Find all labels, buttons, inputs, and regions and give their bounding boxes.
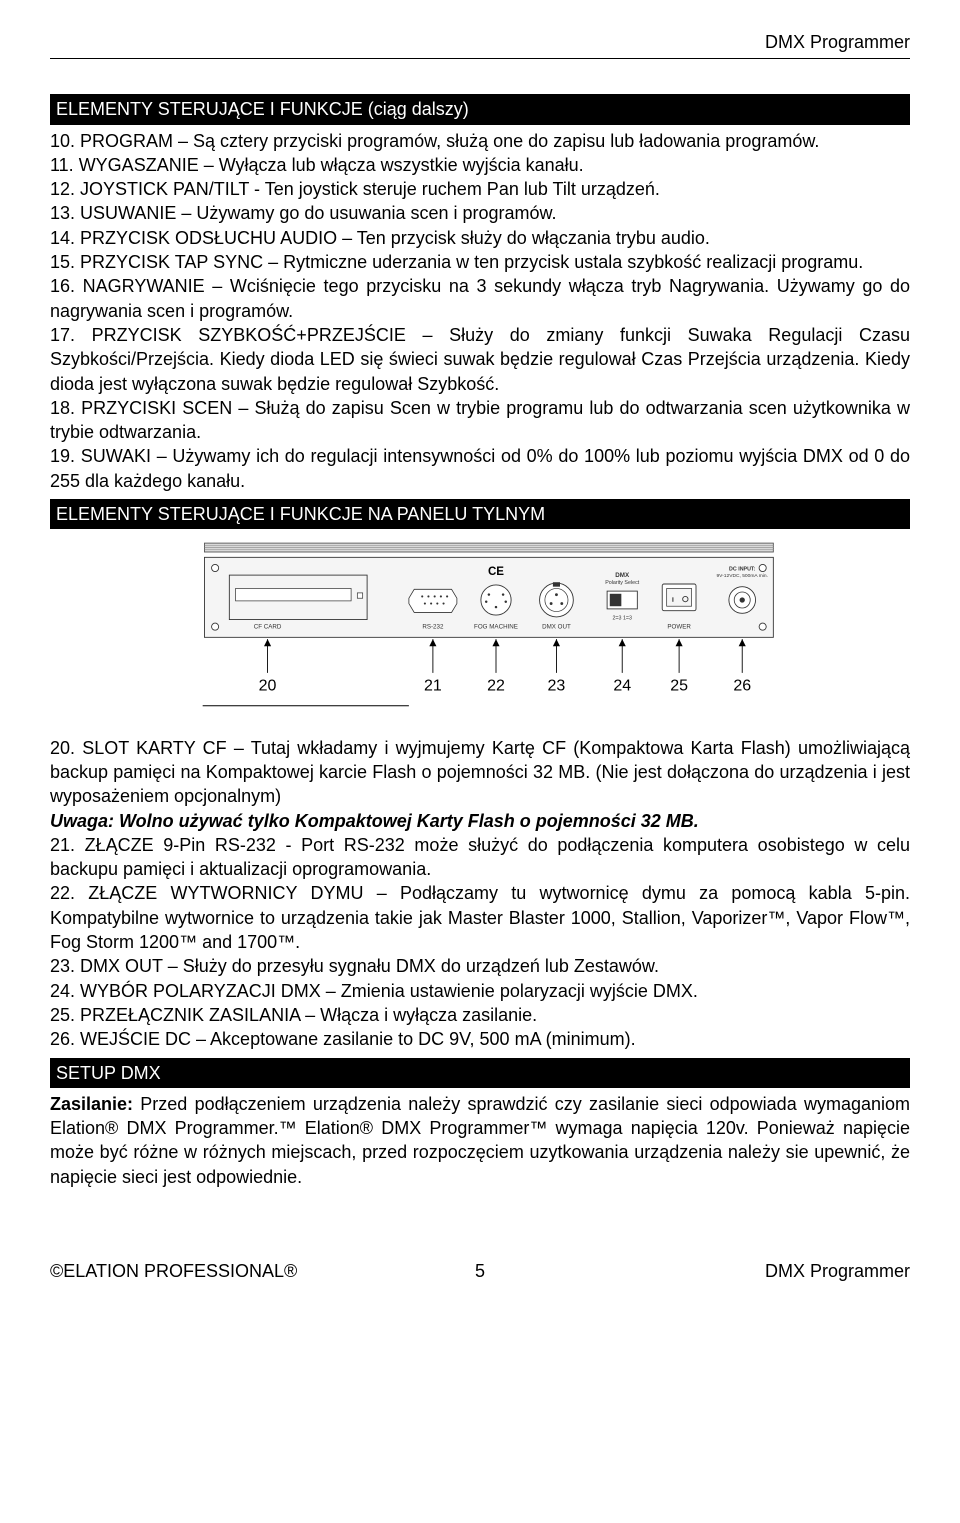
callout-21: 21 bbox=[424, 678, 442, 695]
callout-25: 25 bbox=[670, 678, 688, 695]
item-24: 24. WYBÓR POLARYZACJI DMX – Zmienia usta… bbox=[50, 979, 910, 1003]
item-14: 14. PRZYCISK ODSŁUCHU AUDIO – Ten przyci… bbox=[50, 226, 910, 250]
item-20-note: Uwaga: Wolno używać tylko Kompaktowej Ka… bbox=[50, 809, 910, 833]
setup-body: Przed podłączeniem urządzenia należy spr… bbox=[50, 1094, 910, 1187]
footer-page: 5 bbox=[337, 1259, 624, 1283]
item-22: 22. ZŁĄCZE WYTWORNICY DYMU – Podłączamy … bbox=[50, 881, 910, 954]
label-rs: RS-232 bbox=[422, 624, 444, 631]
callout-20: 20 bbox=[259, 678, 277, 695]
section3-body: Zasilanie: Przed podłączeniem urządzenia… bbox=[50, 1092, 910, 1189]
item-13: 13. USUWANIE – Używamy go do usuwania sc… bbox=[50, 201, 910, 225]
item-10: 10. PROGRAM – Są cztery przyciski progra… bbox=[50, 129, 910, 153]
item-18: 18. PRZYCISKI SCEN – Służą do zapisu Sce… bbox=[50, 396, 910, 445]
item-21: 21. ZŁĄCZE 9-Pin RS-232 - Port RS-232 mo… bbox=[50, 833, 910, 882]
section3-title: SETUP DMX bbox=[50, 1058, 910, 1088]
label-dmx: DMX OUT bbox=[542, 624, 571, 631]
footer-right: DMX Programmer bbox=[623, 1259, 910, 1283]
rear-panel-svg: CF CARD RS-232 CE FOG MACHINE DMX OUT DM… bbox=[160, 539, 800, 709]
footer: ©ELATION PROFESSIONAL® 5 DMX Programmer bbox=[50, 1259, 910, 1283]
callout-23: 23 bbox=[548, 678, 566, 695]
item-20: 20. SLOT KARTY CF – Tutaj wkładamy i wyj… bbox=[50, 736, 910, 809]
setup-power-paragraph: Zasilanie: Przed podłączeniem urządzenia… bbox=[50, 1092, 910, 1189]
item-15: 15. PRZYCISK TAP SYNC – Rytmiczne uderza… bbox=[50, 250, 910, 274]
label-pol-sub: Polarity Select bbox=[605, 580, 640, 586]
svg-text:CE: CE bbox=[488, 566, 504, 578]
callout-26: 26 bbox=[733, 678, 751, 695]
label-power: POWER bbox=[667, 624, 691, 631]
label-dc1: DC INPUT: bbox=[729, 567, 756, 573]
section1-title: ELEMENTY STERUJĄCE I FUNKCJE (ciąg dalsz… bbox=[50, 94, 910, 124]
item-17: 17. PRZYCISK SZYBKOŚĆ+PRZEJŚCIE – Służy … bbox=[50, 323, 910, 396]
label-pol-left: 2=3 1=3 bbox=[612, 616, 632, 622]
callout-22: 22 bbox=[487, 678, 505, 695]
section2-title: ELEMENTY STERUJĄCE I FUNKCJE NA PANELU T… bbox=[50, 499, 910, 529]
item-19: 19. SUWAKI – Używamy ich do regulacji in… bbox=[50, 444, 910, 493]
item-26: 26. WEJŚCIE DC – Akceptowane zasilanie t… bbox=[50, 1027, 910, 1051]
rear-panel-figure: CF CARD RS-232 CE FOG MACHINE DMX OUT DM… bbox=[50, 539, 910, 715]
callout-24: 24 bbox=[613, 678, 631, 695]
section1-body: 10. PROGRAM – Są cztery przyciski progra… bbox=[50, 129, 910, 493]
item-25: 25. PRZEŁĄCZNIK ZASILANIA – Włącza i wył… bbox=[50, 1003, 910, 1027]
item-16: 16. NAGRYWANIE – Wciśnięcie tego przycis… bbox=[50, 274, 910, 323]
item-11: 11. WYGASZANIE – Wyłącza lub włącza wszy… bbox=[50, 153, 910, 177]
item-12: 12. JOYSTICK PAN/TILT - Ten joystick ste… bbox=[50, 177, 910, 201]
item-23: 23. DMX OUT – Służy do przesyłu sygnału … bbox=[50, 954, 910, 978]
footer-left: ©ELATION PROFESSIONAL® bbox=[50, 1259, 337, 1283]
setup-prefix: Zasilanie: bbox=[50, 1094, 133, 1114]
header-rule bbox=[50, 58, 910, 59]
header-right: DMX Programmer bbox=[50, 30, 910, 54]
label-cf: CF CARD bbox=[254, 624, 282, 631]
section2-body: 20. SLOT KARTY CF – Tutaj wkładamy i wyj… bbox=[50, 736, 910, 1052]
label-fog: FOG MACHINE bbox=[474, 624, 518, 631]
label-dc2: 9V-12VDC, 500mA min. bbox=[716, 573, 767, 579]
label-pol-title: DMX bbox=[615, 572, 630, 579]
